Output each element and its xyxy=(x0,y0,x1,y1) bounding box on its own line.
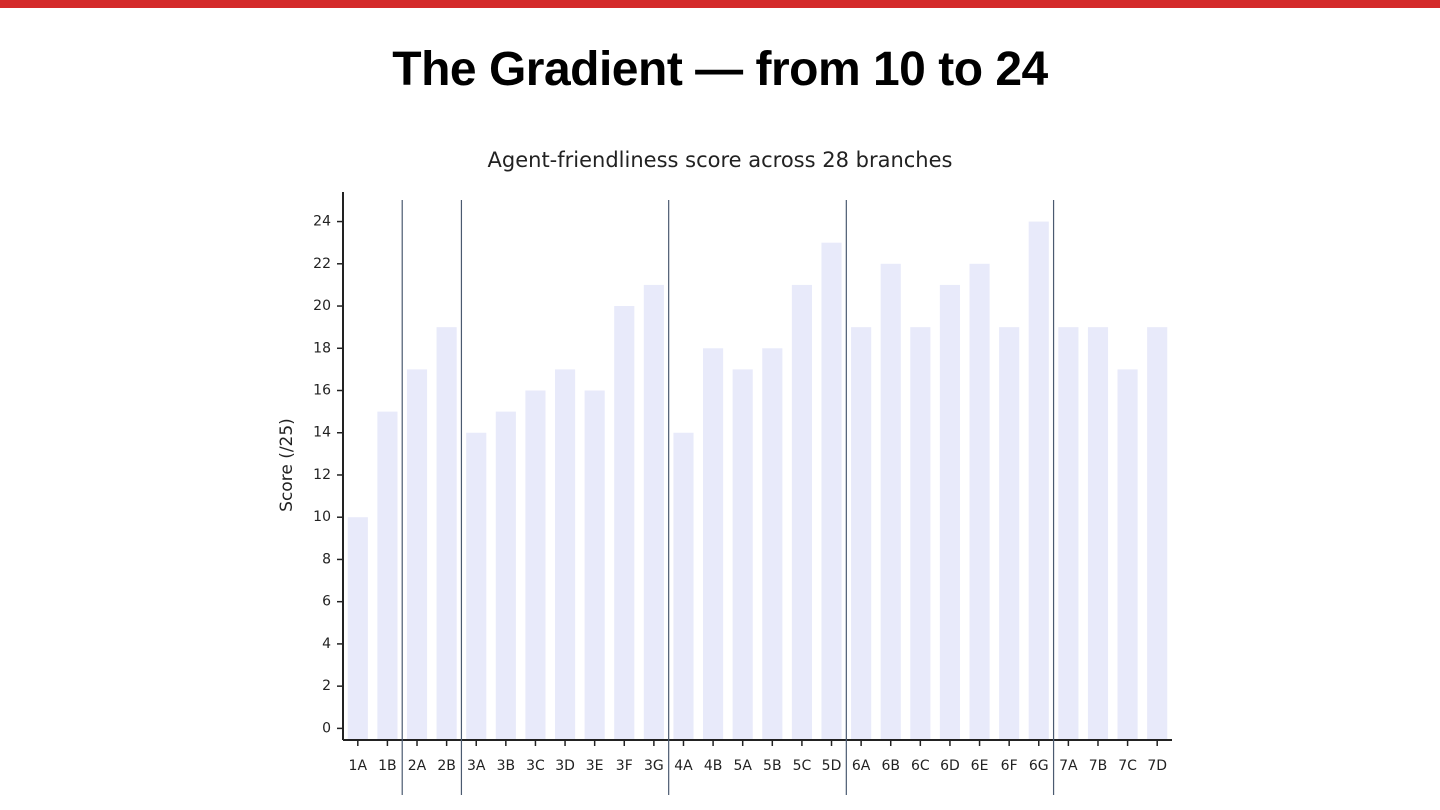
x-tick-label: 3E xyxy=(586,758,604,774)
x-tick-label: 7B xyxy=(1089,758,1108,774)
x-tick-label: 6D xyxy=(940,758,960,774)
y-tick-label: 4 xyxy=(322,636,331,652)
x-tick-label: 2A xyxy=(408,758,427,774)
y-axis-label: Score (/25) xyxy=(277,418,297,512)
bar xyxy=(347,517,368,740)
x-tick-label: 4A xyxy=(674,758,693,774)
bar xyxy=(939,284,961,740)
x-tick-label: 7D xyxy=(1147,758,1167,774)
bar xyxy=(1058,327,1079,740)
x-tick-label: 1B xyxy=(378,758,397,774)
x-tick-label: 6E xyxy=(971,758,989,774)
x-tick-label: 3G xyxy=(644,758,664,774)
x-tick-label: 6B xyxy=(881,758,900,774)
x-tick-label: 6G xyxy=(1029,758,1049,774)
y-tick-label: 12 xyxy=(313,467,331,483)
bar xyxy=(584,390,605,740)
x-tick-label: 5A xyxy=(733,758,752,774)
bar xyxy=(821,242,842,741)
y-tick-label: 0 xyxy=(322,720,331,736)
x-tick-label: 3C xyxy=(526,758,545,774)
bar xyxy=(1087,327,1109,740)
y-tick-label: 20 xyxy=(313,298,331,314)
bar xyxy=(880,263,901,740)
bar xyxy=(732,369,753,740)
x-tick-label: 5C xyxy=(793,758,812,774)
bar xyxy=(1117,369,1138,740)
y-tick-label: 24 xyxy=(313,214,331,230)
x-tick-label: 3B xyxy=(497,758,516,774)
x-tick-label: 6A xyxy=(852,758,871,774)
y-tick-label: 16 xyxy=(313,383,331,399)
bar xyxy=(851,327,872,740)
y-tick-label: 8 xyxy=(322,551,331,567)
slide-heading: The Gradient — from 10 to 24 xyxy=(392,43,1048,96)
x-tick-label: 2B xyxy=(437,758,456,774)
top-bar xyxy=(0,0,1440,8)
x-tick-label: 6F xyxy=(1001,758,1018,774)
bar xyxy=(999,327,1020,740)
y-tick-label: 10 xyxy=(313,509,331,525)
bar xyxy=(1028,221,1049,740)
y-tick-label: 6 xyxy=(322,594,331,610)
x-tick-label: 5B xyxy=(763,758,782,774)
bar xyxy=(1147,327,1168,740)
bar xyxy=(762,348,783,740)
x-tick-label: 3A xyxy=(467,758,486,774)
bar xyxy=(554,369,576,740)
bar xyxy=(466,432,487,740)
x-tick-label: 3D xyxy=(555,758,575,774)
chart-title: Agent-friendliness score across 28 branc… xyxy=(488,148,953,172)
bar xyxy=(791,284,812,740)
y-tick-label: 14 xyxy=(313,425,331,441)
bar xyxy=(703,348,724,740)
bar xyxy=(910,327,931,740)
bar xyxy=(436,327,457,740)
x-tick-label: 7A xyxy=(1059,758,1078,774)
bar xyxy=(673,432,694,740)
bar xyxy=(406,369,428,740)
y-tick-label: 18 xyxy=(313,340,331,356)
x-tick-label: 6C xyxy=(911,758,930,774)
x-tick-label: 3F xyxy=(616,758,633,774)
x-tick-label: 4B xyxy=(704,758,723,774)
x-tick-label: 1A xyxy=(349,758,368,774)
x-tick-label: 7C xyxy=(1118,758,1137,774)
bar xyxy=(969,263,990,740)
y-tick-label: 22 xyxy=(313,256,331,272)
bar xyxy=(614,306,635,740)
y-tick-label: 2 xyxy=(322,678,331,694)
x-tick-label: 5D xyxy=(822,758,842,774)
bar xyxy=(525,390,546,740)
bar xyxy=(495,411,516,740)
bar xyxy=(377,411,398,740)
bar xyxy=(643,284,664,740)
